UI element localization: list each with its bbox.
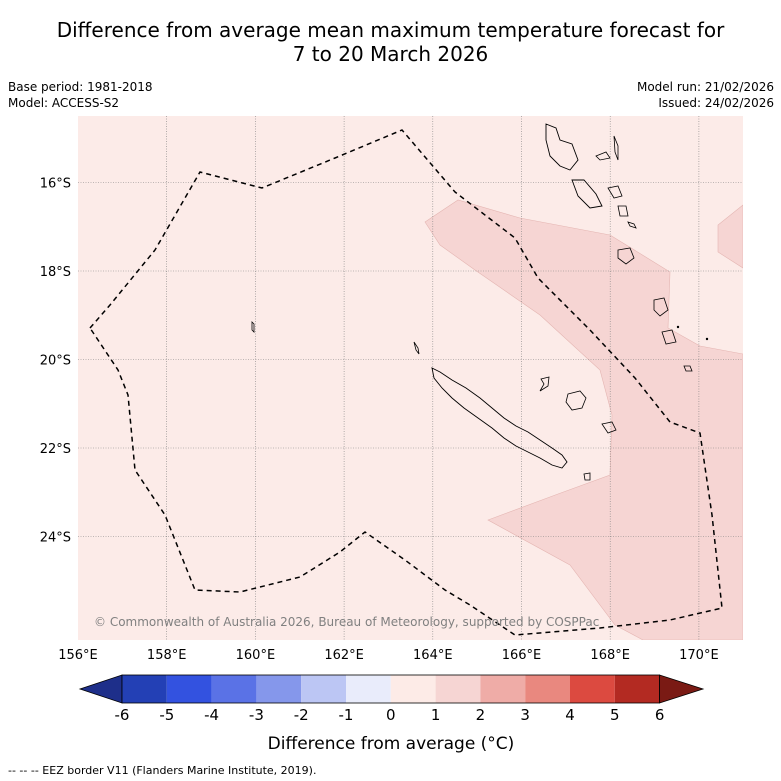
anomaly-region-east [717,204,743,269]
model-name: Model: ACCESS-S2 [8,96,120,110]
islet-dot-1 [676,325,680,329]
loyalty-islands-mare [601,421,617,434]
lon-label: 166°E [502,648,542,663]
lon-label: 168°E [590,648,630,663]
colorbar-swatch [346,675,391,703]
colorbar-title: Difference from average (°C) [268,734,515,754]
title-line-2: 7 to 20 March 2026 [292,42,489,66]
vanuatu-erromango [617,247,635,265]
vanuatu-tanna [653,297,669,317]
colorbar-tick-label: 6 [655,706,665,724]
lon-label: 164°E [413,648,453,663]
vanuatu-pentecost [613,135,619,161]
colorbar-tick-label: -5 [159,706,174,724]
lon-label: 156°E [58,648,98,663]
colorbar-swatch [301,675,346,703]
eez-border [89,129,723,636]
colorbar-extend-low [78,674,123,704]
colorbar-swatch [570,675,615,703]
colorbar-swatch [166,675,212,703]
colorbar-tick-label: 0 [386,706,396,724]
islet-dot-2 [705,337,709,341]
new-caledonia-coastline [431,367,568,469]
lat-label: 22°S [40,442,71,457]
loyalty-islands-lifou [565,390,587,411]
colorbar-tick-label: -4 [204,706,219,724]
colorbar-swatch [390,675,436,703]
colorbar-tick-label: 2 [476,706,486,724]
belep-islands [413,341,420,355]
colorbar-swatch [256,675,302,703]
colorbar-tick-label: 5 [610,706,620,724]
colorbar-swatch [435,675,481,703]
colorbar-swatch [122,675,167,703]
lat-label: 16°S [40,177,71,192]
vanuatu-ambae [595,151,611,161]
colorbar-swatch [211,675,257,703]
loyalty-islands-ouvea [539,376,550,392]
eez-legend-note: -- -- -- EEZ border V11 (Flanders Marine… [8,764,316,777]
lon-label: 158°E [147,648,187,663]
lon-label: 162°E [324,648,364,663]
colorbar-tick-label: 3 [520,706,530,724]
colorbar-tick-label: 1 [431,706,441,724]
lon-label: 170°E [679,648,719,663]
vanuatu-efate [617,205,629,217]
vanuatu-small-island [627,221,637,229]
anomaly-region-1-to-2 [424,199,743,640]
colorbar-frame [121,674,660,704]
vanuatu-epi [607,185,623,199]
vanuatu-malakula [571,179,603,209]
vanuatu-espiritu-santo [545,123,579,171]
lat-label: 18°S [40,265,71,280]
lat-label: 20°S [40,354,71,369]
colorbar-swatch [525,675,570,703]
colorbar-tick-label: -6 [115,706,130,724]
islet-west [251,321,255,333]
copyright-notice: © Commonwealth of Australia 2026, Bureau… [94,615,599,629]
colorbar-tick-label: -1 [339,706,354,724]
issued-date: Issued: 24/02/2026 [658,96,774,110]
colorbar-tick-label: -3 [249,706,264,724]
lat-label: 24°S [40,531,71,546]
isle-of-pines [583,472,591,481]
islet-east [683,365,693,372]
base-period: Base period: 1981-2018 [8,80,153,94]
vanuatu-aneityum [661,329,677,345]
colorbar: -6 -5 -4 -3 -2 -1 0 1 2 3 4 5 6 [78,674,705,724]
colorbar-swatch [614,675,660,703]
title-line-1: Difference from average mean maximum tem… [56,18,725,42]
graticule [78,116,743,640]
model-run: Model run: 21/02/2026 [636,80,774,94]
colorbar-swatch [480,675,526,703]
colorbar-tick-label: -2 [294,706,309,724]
colorbar-extend-high [659,674,705,704]
lon-label: 160°E [236,648,276,663]
colorbar-tick-label: 4 [565,706,575,724]
